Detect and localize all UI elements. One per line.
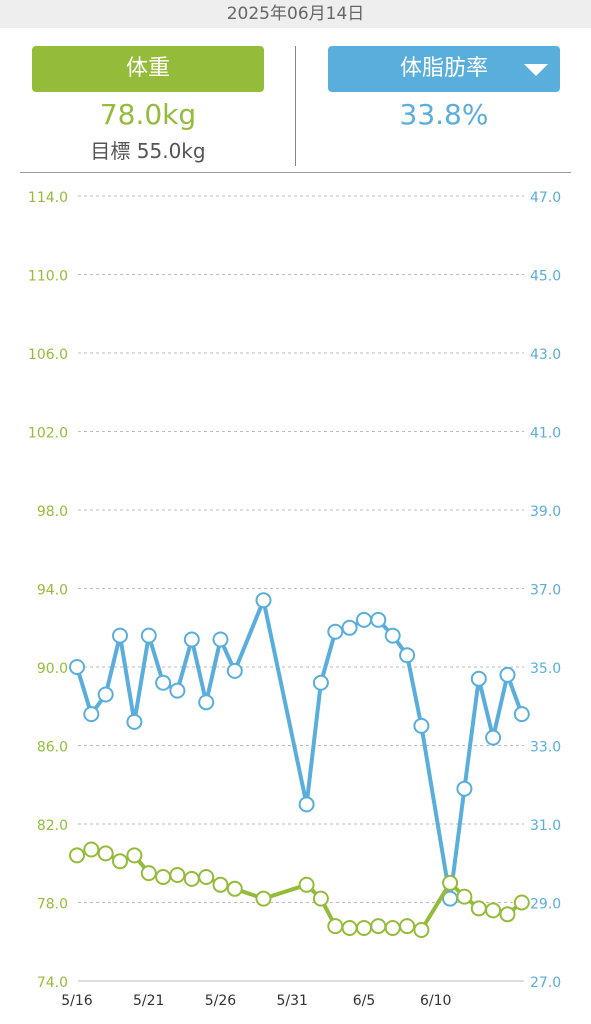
- left-tick-label: 98.0: [37, 504, 68, 520]
- right-tick-label: 39.0: [530, 504, 561, 520]
- fat-line: [75, 598, 524, 901]
- fat-point: [255, 592, 272, 609]
- weight-point: [370, 918, 387, 935]
- fat-point: [140, 627, 157, 644]
- weight-point: [183, 870, 200, 887]
- weight-point: [312, 890, 329, 907]
- weight-point: [298, 876, 315, 893]
- x-tick-label: 6/5: [353, 993, 376, 1009]
- weight-point: [399, 918, 416, 935]
- weight-point: [69, 847, 85, 864]
- fat-point: [298, 796, 315, 813]
- left-tick-label: 74.0: [37, 975, 68, 991]
- fat-point: [513, 706, 530, 723]
- fat-point: [226, 662, 243, 679]
- left-tick-label: 78.0: [37, 897, 68, 913]
- weight-panel: 体重 78.0kg 目標 55.0kg: [32, 46, 264, 164]
- right-tick-label: 43.0: [530, 347, 561, 363]
- left-tick-label: 114.0: [28, 190, 68, 206]
- right-tick-label: 45.0: [530, 269, 561, 285]
- left-tick-label: 102.0: [28, 426, 68, 442]
- weight-point: [112, 853, 128, 870]
- fat-point: [212, 631, 229, 648]
- fat-point: [485, 729, 502, 746]
- fat-point: [384, 627, 401, 644]
- left-tick-label: 82.0: [37, 818, 68, 834]
- right-tick-label: 41.0: [530, 426, 561, 442]
- fat-point: [356, 611, 372, 628]
- fat-value: 33.8%: [399, 98, 489, 131]
- fat-point: [470, 670, 487, 687]
- weight-point: [140, 865, 157, 882]
- fat-point: [456, 780, 473, 797]
- right-tick-label: 29.0: [530, 897, 561, 913]
- panel-divider: [295, 46, 296, 166]
- left-tick-label: 106.0: [28, 347, 68, 363]
- fat-point: [312, 674, 329, 691]
- fat-point: [155, 674, 172, 691]
- date-header: 2025年06月14日: [0, 0, 591, 28]
- weight-point: [341, 920, 358, 936]
- fat-dropdown-label: 体脂肪率: [399, 56, 488, 81]
- x-tick-label: 5/26: [205, 993, 237, 1009]
- fat-point: [112, 627, 128, 644]
- weight-point: [384, 920, 401, 936]
- right-tick-label: 31.0: [530, 818, 561, 834]
- weight-point: [255, 890, 272, 907]
- weight-point: [442, 874, 459, 891]
- weight-point: [83, 841, 100, 858]
- fat-point: [83, 706, 100, 723]
- weight-point: [356, 920, 372, 936]
- left-tick-label: 86.0: [37, 740, 68, 756]
- weight-goal: 目標 55.0kg: [90, 139, 206, 163]
- right-tick-label: 35.0: [530, 661, 561, 677]
- weight-point: [226, 880, 243, 897]
- fat-point: [499, 666, 516, 683]
- triangle-down-icon: [524, 64, 548, 76]
- weight-point: [485, 902, 502, 919]
- fat-point: [183, 631, 200, 648]
- weight-line: [76, 847, 524, 932]
- weight-point: [126, 847, 143, 864]
- weight-point: [169, 867, 186, 883]
- weight-point: [499, 906, 516, 923]
- right-tick-label: 27.0: [530, 975, 561, 991]
- right-tick-label: 33.0: [530, 740, 561, 756]
- fat-point: [370, 611, 387, 628]
- weight-point: [198, 869, 215, 885]
- fat-point: [169, 682, 186, 699]
- fat-point: [126, 713, 143, 730]
- fat-point: [69, 659, 85, 675]
- fat-dropdown-button[interactable]: 体脂肪率: [328, 46, 560, 92]
- weight-point: [413, 922, 430, 938]
- x-tick-label: 6/10: [420, 993, 451, 1009]
- fat-point: [327, 623, 344, 640]
- weight-value: 78.0kg: [99, 98, 197, 131]
- left-tick-label: 94.0: [37, 583, 68, 599]
- fat-point: [341, 619, 358, 636]
- fat-point: [198, 694, 215, 711]
- weight-button[interactable]: 体重: [32, 46, 264, 92]
- weight-point: [97, 845, 114, 862]
- weight-point: [470, 900, 487, 917]
- right-tick-label: 47.0: [530, 190, 561, 206]
- fat-point: [399, 647, 416, 664]
- weight-point: [456, 888, 473, 905]
- header-divider: [20, 172, 571, 173]
- x-tick-label: 5/16: [61, 993, 93, 1009]
- fat-point: [413, 717, 430, 734]
- weight-point: [327, 918, 344, 935]
- x-tick-label: 5/21: [133, 993, 164, 1009]
- fat-point: [97, 686, 114, 703]
- fat-panel: 体脂肪率 33.8%: [328, 46, 560, 131]
- weight-point: [212, 876, 229, 893]
- weight-point: [155, 869, 172, 885]
- left-tick-label: 90.0: [37, 661, 68, 677]
- right-tick-label: 37.0: [530, 583, 561, 599]
- left-tick-label: 110.0: [28, 269, 68, 285]
- weight-point: [513, 894, 530, 911]
- x-tick-label: 5/31: [277, 993, 308, 1009]
